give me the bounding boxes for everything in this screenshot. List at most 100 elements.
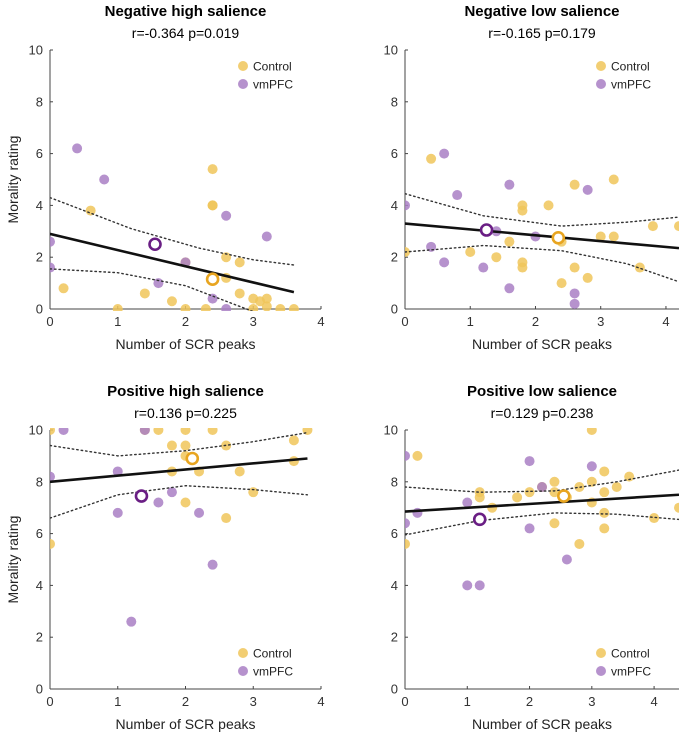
data-point-vmpfc xyxy=(452,190,463,201)
legend-label: Control xyxy=(611,647,650,661)
y-tick-label: 4 xyxy=(391,198,398,213)
x-tick-label: 3 xyxy=(597,314,604,329)
y-tick-label: 10 xyxy=(29,423,43,438)
x-tick-label: 4 xyxy=(317,694,324,709)
mean-marker-control xyxy=(185,451,200,466)
y-tick-label: 8 xyxy=(391,94,398,109)
y-tick-label: 10 xyxy=(29,43,43,58)
chart-panel-2: Negative low salience r=-0.165 p=0.179 0 2 4… xyxy=(384,3,679,352)
data-point-control xyxy=(599,487,610,498)
data-point-control xyxy=(556,278,567,289)
mean-marker-vmpfc xyxy=(479,223,494,237)
data-point-vmpfc xyxy=(504,179,515,190)
legend-marker-vmpfc xyxy=(238,666,248,676)
legend-label: vmPFC xyxy=(611,78,651,92)
legend-label: vmPFC xyxy=(253,78,293,92)
chart-title: Negative high salience xyxy=(105,3,267,20)
y-tick-label: 2 xyxy=(36,250,43,265)
data-point-control xyxy=(624,471,635,482)
y-tick-label: 2 xyxy=(391,250,398,265)
y-tick-label: 10 xyxy=(384,423,398,438)
x-tick-label: 0 xyxy=(46,694,53,709)
data-point-control xyxy=(474,492,485,503)
x-tick-label: 3 xyxy=(588,694,595,709)
data-point-control xyxy=(166,296,177,307)
data-point-control xyxy=(608,231,619,242)
data-point-control xyxy=(549,476,560,487)
x-tick-label: 4 xyxy=(317,314,324,329)
data-point-control xyxy=(412,450,423,461)
regression-line xyxy=(405,493,679,513)
y-tick-label: 6 xyxy=(391,526,398,541)
data-point-vmpfc xyxy=(405,200,410,211)
mean-marker-control xyxy=(556,489,571,503)
x-tick-label: 3 xyxy=(250,314,257,329)
chart-panel-3: Positive high salience r=0.136 p=0.225 0 2 4… xyxy=(5,383,325,732)
x-tick-label: 2 xyxy=(532,314,539,329)
legend-label: vmPFC xyxy=(253,665,293,679)
data-point-vmpfc xyxy=(166,487,177,498)
data-point-vmpfc xyxy=(261,231,272,242)
chart-stats: r=0.129 p=0.238 xyxy=(491,405,594,421)
data-point-control xyxy=(221,513,232,524)
x-tick-label: 0 xyxy=(401,314,408,329)
data-point-control xyxy=(234,288,245,299)
y-tick-label: 6 xyxy=(36,526,43,541)
y-tick-label: 8 xyxy=(36,94,43,109)
data-point-vmpfc xyxy=(478,262,489,273)
data-point-control xyxy=(504,236,515,247)
x-tick-label: 4 xyxy=(662,314,669,329)
data-point-vmpfc xyxy=(462,497,473,508)
data-point-control xyxy=(586,428,597,435)
legend-label: Control xyxy=(253,60,292,74)
data-point-vmpfc xyxy=(504,283,515,294)
data-point-control xyxy=(549,487,560,498)
chart-title: Positive high salience xyxy=(107,383,264,400)
y-tick-label: 0 xyxy=(391,682,398,697)
x-axis-label: Number of SCR peaks xyxy=(472,336,612,352)
legend: Control vmPFC xyxy=(238,60,293,92)
legend-marker-control xyxy=(238,61,248,71)
mean-marker-vmpfc xyxy=(472,512,487,527)
data-point-control xyxy=(234,466,245,477)
legend: Control vmPFC xyxy=(596,647,651,679)
data-point-control xyxy=(200,304,211,311)
data-point-control xyxy=(405,247,410,258)
x-tick-label: 1 xyxy=(467,314,474,329)
y-tick-label: 6 xyxy=(36,146,43,161)
x-tick-label: 4 xyxy=(650,694,657,709)
ci-upper-line xyxy=(50,431,309,457)
mean-marker-vmpfc xyxy=(148,237,162,252)
data-point-control xyxy=(569,179,580,190)
data-point-vmpfc xyxy=(537,481,547,492)
data-point-vmpfc xyxy=(139,428,150,435)
legend-marker-vmpfc xyxy=(596,666,606,676)
data-point-control xyxy=(465,247,476,258)
data-point-control xyxy=(674,221,679,232)
data-point-vmpfc xyxy=(50,471,55,482)
x-tick-label: 1 xyxy=(114,314,121,329)
chart-panel-1: Negative high salience r=-0.364 p=0.019 0 2… xyxy=(5,3,325,352)
ci-upper-line xyxy=(405,469,679,493)
plot-area xyxy=(405,428,679,591)
y-tick-label: 0 xyxy=(36,302,43,317)
data-point-vmpfc xyxy=(582,184,593,195)
ci-lower-line xyxy=(50,484,309,519)
data-point-control xyxy=(634,262,645,273)
regression-line xyxy=(50,232,295,294)
data-point-control xyxy=(543,200,554,211)
y-axis-label: Morality rating xyxy=(5,136,21,224)
y-tick-label: 8 xyxy=(391,474,398,489)
data-point-control xyxy=(180,497,191,508)
x-tick-label: 2 xyxy=(526,694,533,709)
y-tick-label: 10 xyxy=(384,43,398,58)
data-point-vmpfc xyxy=(569,288,580,299)
data-point-vmpfc xyxy=(112,507,123,518)
data-point-vmpfc xyxy=(439,257,450,268)
data-point-control xyxy=(599,507,610,518)
x-tick-label: 3 xyxy=(250,694,257,709)
legend-marker-control xyxy=(238,648,248,658)
legend-marker-control xyxy=(596,61,606,71)
plot-area xyxy=(50,143,299,311)
mean-marker-vmpfc xyxy=(134,489,149,503)
